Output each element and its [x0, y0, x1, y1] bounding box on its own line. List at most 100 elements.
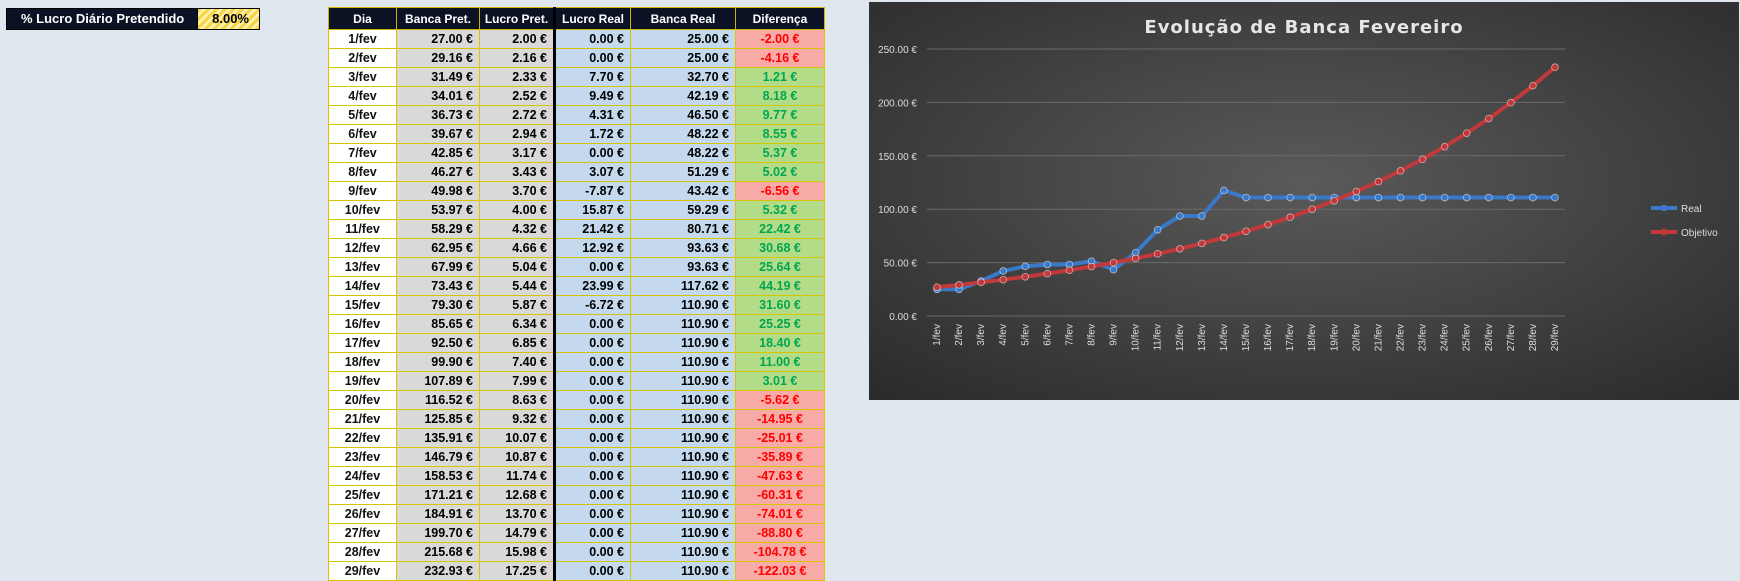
cell-dia[interactable]: 26/fev — [328, 504, 397, 524]
cell-banca-pret[interactable]: 31.49 € — [396, 67, 480, 87]
cell-dia[interactable]: 22/fev — [328, 428, 397, 448]
cell-diferenca[interactable]: 5.37 € — [735, 143, 825, 163]
cell-dia[interactable]: 19/fev — [328, 371, 397, 391]
cell-dia[interactable]: 5/fev — [328, 105, 397, 125]
cell-lucro-pret[interactable]: 15.98 € — [479, 542, 555, 562]
cell-banca-pret[interactable]: 49.98 € — [396, 181, 480, 201]
cell-lucro-pret[interactable]: 12.68 € — [479, 485, 555, 505]
cell-diferenca[interactable]: 22.42 € — [735, 219, 825, 239]
cell-banca-pret[interactable]: 53.97 € — [396, 200, 480, 220]
cell-lucro-pret[interactable]: 2.94 € — [479, 124, 555, 144]
cell-banca-pret[interactable]: 67.99 € — [396, 257, 480, 277]
cell-lucro-pret[interactable]: 17.25 € — [479, 561, 555, 581]
cell-banca-pret[interactable]: 46.27 € — [396, 162, 480, 182]
cell-banca-pret[interactable]: 27.00 € — [396, 29, 480, 49]
cell-dia[interactable]: 1/fev — [328, 29, 397, 49]
cell-banca-real[interactable]: 43.42 € — [630, 181, 736, 201]
cell-banca-real[interactable]: 25.00 € — [630, 48, 736, 68]
cell-dia[interactable]: 12/fev — [328, 238, 397, 258]
cell-lucro-real[interactable]: 0.00 € — [553, 390, 631, 410]
cell-lucro-real[interactable]: 0.00 € — [553, 466, 631, 486]
cell-lucro-real[interactable]: 7.70 € — [553, 67, 631, 87]
cell-lucro-real[interactable]: -6.72 € — [553, 295, 631, 315]
cell-dia[interactable]: 13/fev — [328, 257, 397, 277]
cell-diferenca[interactable]: -4.16 € — [735, 48, 825, 68]
cell-lucro-real[interactable]: 0.00 € — [553, 257, 631, 277]
cell-lucro-pret[interactable]: 7.40 € — [479, 352, 555, 372]
cell-dia[interactable]: 4/fev — [328, 86, 397, 106]
cell-lucro-real[interactable]: 0.00 € — [553, 333, 631, 353]
cell-lucro-pret[interactable]: 11.74 € — [479, 466, 555, 486]
cell-dia[interactable]: 6/fev — [328, 124, 397, 144]
cell-banca-real[interactable]: 110.90 € — [630, 523, 736, 543]
cell-lucro-real[interactable]: 0.00 € — [553, 523, 631, 543]
cell-banca-real[interactable]: 48.22 € — [630, 143, 736, 163]
cell-diferenca[interactable]: 5.02 € — [735, 162, 825, 182]
cell-lucro-pret[interactable]: 5.44 € — [479, 276, 555, 296]
cell-banca-pret[interactable]: 199.70 € — [396, 523, 480, 543]
cell-banca-real[interactable]: 110.90 € — [630, 371, 736, 391]
cell-lucro-real[interactable]: 4.31 € — [553, 105, 631, 125]
cell-dia[interactable]: 7/fev — [328, 143, 397, 163]
cell-dia[interactable]: 20/fev — [328, 390, 397, 410]
cell-lucro-pret[interactable]: 5.04 € — [479, 257, 555, 277]
cell-diferenca[interactable]: 44.19 € — [735, 276, 825, 296]
cell-lucro-real[interactable]: 12.92 € — [553, 238, 631, 258]
cell-banca-pret[interactable]: 73.43 € — [396, 276, 480, 296]
cell-diferenca[interactable]: -25.01 € — [735, 428, 825, 448]
cell-banca-real[interactable]: 110.90 € — [630, 333, 736, 353]
cell-lucro-real[interactable]: 23.99 € — [553, 276, 631, 296]
cell-banca-pret[interactable]: 79.30 € — [396, 295, 480, 315]
cell-lucro-pret[interactable]: 4.32 € — [479, 219, 555, 239]
cell-lucro-pret[interactable]: 2.00 € — [479, 29, 555, 49]
cell-lucro-pret[interactable]: 6.34 € — [479, 314, 555, 334]
cell-lucro-real[interactable]: 0.00 € — [553, 485, 631, 505]
cell-lucro-real[interactable]: 0.00 € — [553, 371, 631, 391]
cell-banca-pret[interactable]: 107.89 € — [396, 371, 480, 391]
cell-diferenca[interactable]: 1.21 € — [735, 67, 825, 87]
cell-banca-real[interactable]: 117.62 € — [630, 276, 736, 296]
cell-banca-pret[interactable]: 125.85 € — [396, 409, 480, 429]
cell-banca-real[interactable]: 110.90 € — [630, 390, 736, 410]
cell-banca-real[interactable]: 110.90 € — [630, 409, 736, 429]
cell-dia[interactable]: 11/fev — [328, 219, 397, 239]
cell-lucro-pret[interactable]: 6.85 € — [479, 333, 555, 353]
cell-lucro-pret[interactable]: 4.66 € — [479, 238, 555, 258]
cell-dia[interactable]: 28/fev — [328, 542, 397, 562]
cell-banca-pret[interactable]: 171.21 € — [396, 485, 480, 505]
cell-banca-pret[interactable]: 62.95 € — [396, 238, 480, 258]
cell-diferenca[interactable]: -60.31 € — [735, 485, 825, 505]
cell-banca-pret[interactable]: 92.50 € — [396, 333, 480, 353]
cell-banca-pret[interactable]: 42.85 € — [396, 143, 480, 163]
cell-lucro-pret[interactable]: 3.17 € — [479, 143, 555, 163]
cell-diferenca[interactable]: -74.01 € — [735, 504, 825, 524]
cell-diferenca[interactable]: 30.68 € — [735, 238, 825, 258]
cell-banca-real[interactable]: 110.90 € — [630, 542, 736, 562]
cell-dia[interactable]: 18/fev — [328, 352, 397, 372]
cell-banca-real[interactable]: 51.29 € — [630, 162, 736, 182]
cell-dia[interactable]: 2/fev — [328, 48, 397, 68]
cell-banca-pret[interactable]: 215.68 € — [396, 542, 480, 562]
cell-diferenca[interactable]: -88.80 € — [735, 523, 825, 543]
cell-banca-real[interactable]: 110.90 € — [630, 352, 736, 372]
cell-banca-real[interactable]: 80.71 € — [630, 219, 736, 239]
cell-banca-real[interactable]: 93.63 € — [630, 257, 736, 277]
cell-dia[interactable]: 25/fev — [328, 485, 397, 505]
cell-lucro-real[interactable]: 0.00 € — [553, 447, 631, 467]
cell-lucro-pret[interactable]: 10.87 € — [479, 447, 555, 467]
cell-banca-real[interactable]: 110.90 € — [630, 485, 736, 505]
target-percent-value[interactable]: 8.00% — [197, 9, 259, 29]
cell-lucro-real[interactable]: 0.00 € — [553, 29, 631, 49]
cell-diferenca[interactable]: 5.32 € — [735, 200, 825, 220]
cell-dia[interactable]: 23/fev — [328, 447, 397, 467]
cell-diferenca[interactable]: 18.40 € — [735, 333, 825, 353]
cell-lucro-pret[interactable]: 13.70 € — [479, 504, 555, 524]
cell-diferenca[interactable]: 11.00 € — [735, 352, 825, 372]
cell-dia[interactable]: 14/fev — [328, 276, 397, 296]
cell-dia[interactable]: 17/fev — [328, 333, 397, 353]
cell-lucro-pret[interactable]: 10.07 € — [479, 428, 555, 448]
cell-lucro-real[interactable]: 0.00 € — [553, 352, 631, 372]
cell-banca-pret[interactable]: 85.65 € — [396, 314, 480, 334]
cell-lucro-real[interactable]: 3.07 € — [553, 162, 631, 182]
cell-banca-real[interactable]: 42.19 € — [630, 86, 736, 106]
